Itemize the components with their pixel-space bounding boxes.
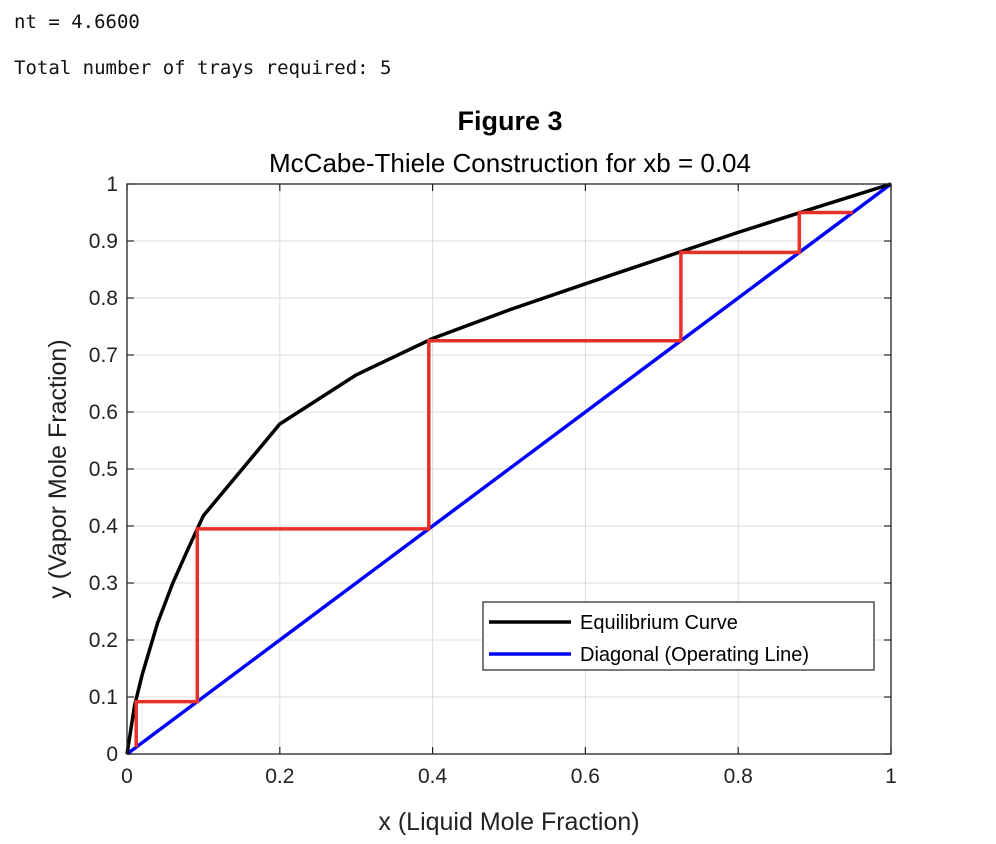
x-tick-label: 1 bbox=[885, 765, 897, 788]
y-tick-label: 1 bbox=[106, 173, 118, 196]
x-tick-label: 0.6 bbox=[571, 765, 600, 788]
equilibrium-curve bbox=[125, 182, 892, 755]
y-tick-label: 0.1 bbox=[89, 686, 118, 709]
diagonal-operating-line bbox=[125, 182, 893, 756]
axis-ticks: 0 0.2 0.4 0.6 0.8 1 0 0.1 0.2 0.3 0.4 0.5 0.6 0.7 0.8 0… bbox=[89, 173, 897, 788]
legend-box bbox=[482, 601, 875, 671]
y-tick-label: 0 bbox=[106, 743, 118, 766]
chart-title: McCabe-Thiele Construction for xb = 0.04 bbox=[269, 148, 751, 178]
y-tick-label: 0.3 bbox=[89, 572, 118, 595]
x-tick-label: 0.2 bbox=[265, 765, 294, 788]
y-tick-label: 0.2 bbox=[89, 629, 118, 652]
grid-lines bbox=[127, 184, 891, 754]
console-output-trays: Total number of trays required: 5 bbox=[14, 57, 392, 79]
console-output-nt: nt = 4.6600 bbox=[14, 11, 140, 33]
y-tick-label: 0.6 bbox=[89, 401, 118, 424]
plot-series bbox=[125, 182, 893, 756]
x-tick-label: 0.8 bbox=[724, 765, 753, 788]
y-tick-label: 0.5 bbox=[89, 458, 118, 481]
y-tick-label: 0.7 bbox=[89, 344, 118, 367]
y-tick-label: 0.9 bbox=[89, 230, 118, 253]
legend: Equilibrium Curve Diagonal (Operating Li… bbox=[482, 601, 875, 671]
y-axis-label: y (Vapor Mole Fraction) bbox=[44, 339, 72, 598]
x-tick-label: 0.4 bbox=[418, 765, 448, 788]
x-tick-label: 0 bbox=[121, 765, 133, 788]
y-tick-label: 0.4 bbox=[89, 515, 119, 538]
stage-steps bbox=[134, 210, 853, 748]
legend-label-equilibrium: Equilibrium Curve bbox=[580, 612, 738, 634]
legend-label-diagonal: Diagonal (Operating Line) bbox=[580, 644, 809, 666]
y-tick-label: 0.8 bbox=[89, 287, 118, 310]
x-axis-label: x (Liquid Mole Fraction) bbox=[378, 808, 639, 836]
figure-label: Figure 3 bbox=[457, 106, 562, 136]
